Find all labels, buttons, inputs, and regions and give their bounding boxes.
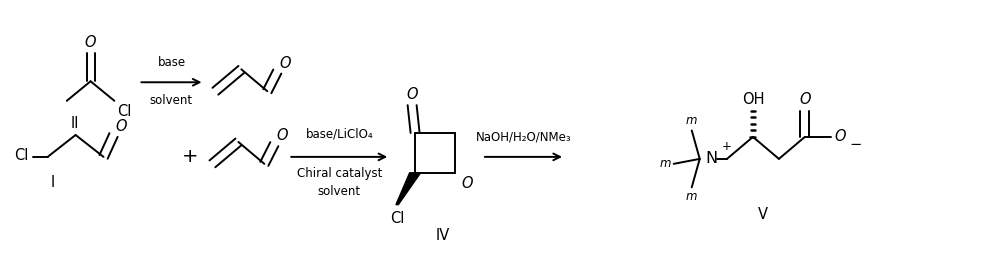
Polygon shape xyxy=(396,173,421,205)
Text: solvent: solvent xyxy=(318,185,361,198)
Text: NaOH/H₂O/NMe₃: NaOH/H₂O/NMe₃ xyxy=(476,131,571,144)
Text: O: O xyxy=(279,55,291,70)
Text: Cl: Cl xyxy=(117,104,132,119)
Text: Cl: Cl xyxy=(390,211,404,226)
Text: O: O xyxy=(461,176,473,191)
Text: II: II xyxy=(71,116,79,131)
Text: OH: OH xyxy=(742,92,764,107)
Text: O: O xyxy=(276,128,288,143)
Text: Cl: Cl xyxy=(14,148,28,163)
Text: base/LiClO₄: base/LiClO₄ xyxy=(305,128,373,141)
Text: O: O xyxy=(799,92,811,107)
Text: m: m xyxy=(659,157,671,170)
Text: m: m xyxy=(686,114,697,128)
Text: N: N xyxy=(706,151,718,166)
Text: base: base xyxy=(157,56,186,69)
Text: +: + xyxy=(722,140,732,153)
Text: IV: IV xyxy=(436,228,450,243)
Text: m: m xyxy=(686,190,697,203)
Text: +: + xyxy=(182,147,199,167)
Text: Chiral catalyst: Chiral catalyst xyxy=(297,167,382,180)
Text: −: − xyxy=(850,137,862,152)
Text: V: V xyxy=(758,207,768,222)
Text: solvent: solvent xyxy=(150,94,193,107)
Text: I: I xyxy=(50,175,55,190)
Text: O: O xyxy=(116,119,127,134)
Text: O: O xyxy=(406,87,418,102)
Text: O: O xyxy=(85,36,96,50)
Text: O: O xyxy=(835,129,846,144)
